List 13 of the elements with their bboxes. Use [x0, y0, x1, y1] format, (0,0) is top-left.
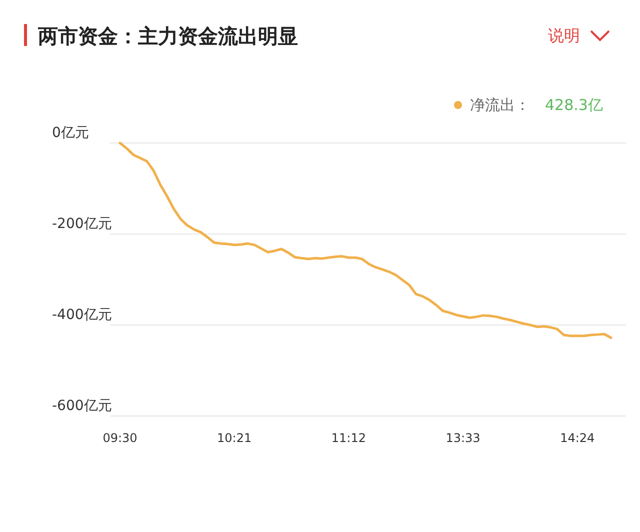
x-tick-label: 11:12: [331, 431, 366, 445]
y-tick-label: 0亿元: [52, 125, 89, 141]
button: 说明: [548, 26, 610, 45]
y-tick-label: -400亿元: [52, 307, 112, 323]
text: 428.3亿: [545, 96, 603, 114]
x-tick-label: 10:21: [217, 431, 252, 445]
x-tick-label: 14:24: [560, 431, 595, 445]
y-tick-label: -200亿元: [52, 216, 112, 232]
x-tick-label: 13:33: [446, 431, 480, 445]
y-tick-label: -600亿元: [52, 398, 112, 414]
x-tick-label: 09:30: [102, 431, 138, 445]
chart-title: 两市资金：主力资金流出明显: [37, 24, 298, 48]
legend-label: 净流出：: [470, 96, 530, 114]
